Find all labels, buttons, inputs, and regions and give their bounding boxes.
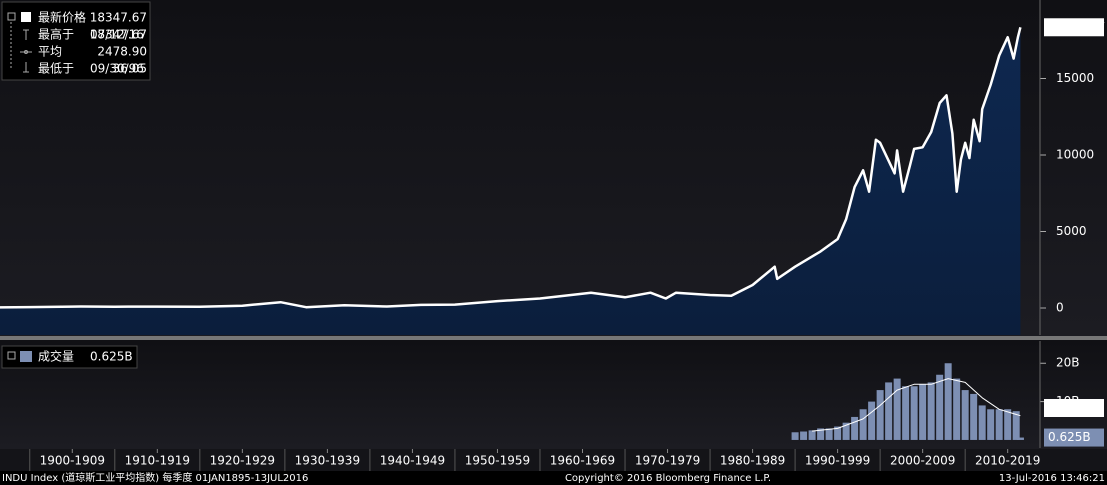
last-value-label: 0.625B: [1048, 430, 1091, 444]
legend-icons: [7, 12, 32, 73]
volume-bar: [876, 390, 884, 440]
volume-bar: [987, 409, 995, 440]
panel-divider: [0, 336, 1107, 340]
legend-swatch: [21, 12, 31, 22]
volume-bar: [791, 432, 799, 440]
legend-value: 18347.67: [90, 28, 147, 42]
volume-bar: [885, 382, 893, 440]
volume-bar: [1004, 409, 1012, 440]
price-line: [0, 26, 1022, 309]
x-tick-label: 1980-1989: [720, 454, 785, 468]
volume-bar: [817, 428, 825, 440]
last-value-tag: [1044, 399, 1104, 417]
last-value-tag: [1044, 18, 1104, 37]
y-tick-label: 0: [1056, 300, 1064, 314]
volume-legend-name: 成交量: [38, 349, 74, 364]
y-tick-label: 10000: [1056, 147, 1094, 161]
x-tick-label: 1970-1979: [635, 454, 700, 468]
y-tick-label: 20B: [1056, 356, 1080, 370]
x-tick-label: 1950-1959: [465, 454, 530, 468]
volume-bar: [995, 409, 1003, 440]
y-tick-label: 15000: [1056, 71, 1094, 85]
volume-bar: [919, 384, 927, 440]
footer-right: 13-Jul-2016 13:46:21: [999, 473, 1105, 484]
footer-left: INDU Index (道琼斯工业平均指数) 每季度 01JAN1895-13J…: [2, 471, 308, 484]
volume-swatch: [20, 351, 32, 362]
volume-bar: [893, 378, 901, 440]
last-value-label: 6.326B: [1048, 401, 1091, 415]
x-axis-strip: [0, 449, 1107, 471]
legend-value: 18347.67: [90, 11, 147, 25]
volume-bar: [851, 416, 859, 440]
x-tick-label: 1920-1929: [210, 454, 275, 468]
volume-bar: [927, 382, 935, 440]
volume-bar: [800, 431, 808, 440]
x-tick-label: 1900-1909: [40, 454, 105, 468]
volume-bar: [834, 426, 842, 440]
volume-legend-value: 0.625B: [90, 350, 133, 364]
legend-icon: [7, 351, 16, 360]
x-tick-label: 1960-1969: [550, 454, 615, 468]
legend-label: 平均: [38, 45, 62, 59]
volume-bar: [970, 393, 978, 440]
legend-label: 最新价格: [38, 10, 86, 25]
y-tick-label: 5000: [1056, 224, 1087, 238]
x-tick-label: 2010-2019: [975, 454, 1040, 468]
legend-value: 36.05: [113, 62, 147, 76]
moving-average-line: [812, 378, 1021, 432]
volume-bar: [961, 390, 969, 440]
footer-center: Copyright© 2016 Bloomberg Finance L.P.: [565, 473, 771, 484]
last-value-label: 18347.67: [1048, 20, 1105, 34]
volume-bar: [1012, 411, 1020, 440]
x-tick-label: 1930-1939: [295, 454, 360, 468]
volume-bar: [808, 430, 816, 440]
x-tick-label: 2000-2009: [890, 454, 955, 468]
x-tick-label: 1910-1919: [125, 454, 190, 468]
volume-bar: [868, 401, 876, 440]
x-tick-label: 1940-1949: [380, 454, 445, 468]
volume-bar: [1016, 437, 1024, 440]
volume-bar: [944, 363, 952, 440]
volume-bar: [910, 386, 918, 440]
x-tick-label: 1990-1999: [805, 454, 870, 468]
volume-bar: [842, 422, 850, 440]
volume-bar: [859, 409, 867, 440]
volume-bar: [902, 386, 910, 440]
price-area: [0, 27, 1021, 336]
legend-date: 09/30/96: [90, 62, 144, 76]
volume-bar: [936, 374, 944, 440]
legend-date: 07/12/16: [90, 28, 144, 42]
volume-bar: [978, 405, 986, 440]
last-value-tag: [1044, 428, 1104, 447]
volume-bar: [953, 378, 961, 440]
legend-label: 最高于: [38, 27, 74, 42]
plot-layer: [0, 26, 1024, 440]
volume-legend-box: [1, 345, 138, 369]
legend-value: 2478.90: [97, 45, 147, 59]
volume-bar: [825, 428, 833, 440]
legend-label: 最低于: [38, 62, 74, 76]
